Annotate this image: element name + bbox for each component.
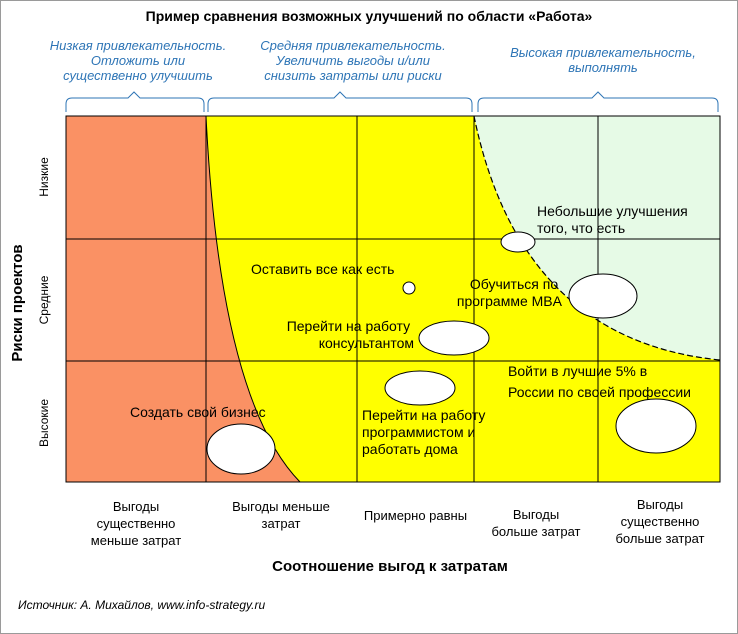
zone-label-line: выполнять bbox=[568, 60, 638, 75]
option-ellipse-small-improvements bbox=[500, 231, 536, 253]
option-label-line: Перейти на работу bbox=[287, 318, 410, 334]
option-ellipse-mba bbox=[568, 273, 638, 319]
zone-medium-boundary bbox=[205, 115, 301, 483]
x-axis-category-line: Выгоды bbox=[512, 507, 560, 522]
zone-label-line: Увеличить выгоды и/или bbox=[276, 53, 430, 68]
option-label-small-improvements: Небольшие улучшения того, что есть bbox=[537, 203, 692, 236]
x-axis-category-line: Выгоды bbox=[636, 497, 684, 512]
x-axis-category-line: меньше затрат bbox=[90, 533, 182, 548]
option-label-line: Обучиться по bbox=[470, 276, 558, 292]
x-axis-category-line: существенно bbox=[96, 516, 176, 531]
y-axis-level-high: Высокие bbox=[37, 399, 51, 447]
option-label-line: Войти в лучшие 5% в bbox=[508, 363, 647, 379]
x-axis-category: Выгоды меньше затрат bbox=[216, 498, 346, 532]
y-axis-level-low: Низкие bbox=[37, 157, 51, 197]
zone-label-line: снизить затраты или риски bbox=[264, 68, 442, 83]
y-axis-title: Риски проектов bbox=[9, 244, 26, 361]
option-label-line: программе MBA bbox=[457, 293, 563, 309]
zone-label-line: Высокая привлекательность, bbox=[510, 45, 696, 60]
option-ellipse-top5 bbox=[615, 398, 697, 454]
option-label-line: того, что есть bbox=[537, 220, 625, 236]
zone-label-low: Низкая привлекательность. Отложить или с… bbox=[18, 38, 258, 83]
x-axis-category: Выгоды существенно меньше затрат bbox=[76, 498, 196, 549]
x-axis-category-line: существенно bbox=[620, 514, 700, 529]
option-ellipse-programmer bbox=[384, 370, 456, 406]
zone-high-area bbox=[474, 116, 720, 360]
option-label-line: программистом и bbox=[362, 424, 475, 440]
zone-label-medium: Средняя привлекательность. Увеличить выг… bbox=[228, 38, 478, 83]
option-label-line: Небольшие улучшения bbox=[537, 203, 688, 219]
y-axis-level-medium: Средние bbox=[37, 275, 51, 324]
x-axis-category: Примерно равны bbox=[357, 507, 474, 524]
zone-brace-low bbox=[65, 91, 205, 112]
option-label-line: России по своей профессии bbox=[508, 384, 691, 400]
option-label-line: Оставить все как есть bbox=[251, 261, 394, 277]
x-axis-category-line: больше затрат bbox=[491, 524, 581, 539]
x-axis-category-line: Примерно равны bbox=[363, 508, 468, 523]
zone-label-line: Средняя привлекательность. bbox=[260, 38, 446, 53]
zone-label-line: существенно улучшить bbox=[63, 68, 213, 83]
x-axis-category: Выгоды больше затрат bbox=[478, 506, 594, 540]
option-ellipse-consultant bbox=[418, 320, 490, 356]
option-label-line: Создать свой бизнес bbox=[130, 404, 266, 420]
zone-high-boundary bbox=[473, 115, 721, 361]
zone-label-line: Низкая привлекательность. bbox=[49, 38, 227, 53]
zone-label-line: Отложить или bbox=[90, 53, 186, 68]
zone-brace-medium bbox=[207, 91, 473, 112]
option-label-line: консультантом bbox=[319, 335, 414, 351]
option-label-line: работать дома bbox=[362, 441, 458, 457]
x-axis-title: Соотношение выгод к затратам bbox=[272, 558, 508, 575]
option-label-programmer: Перейти на работу программистом и работа… bbox=[362, 407, 489, 457]
zone-brace-high bbox=[477, 91, 719, 112]
page-title: Пример сравнения возможных улучшений по … bbox=[145, 8, 593, 24]
option-label-top5: Войти в лучшие 5% в России по своей проф… bbox=[508, 363, 691, 400]
x-axis-category-line: Выгоды bbox=[112, 499, 160, 514]
option-label-own-business: Создать свой бизнес bbox=[130, 404, 266, 420]
option-label-line: Перейти на работу bbox=[362, 407, 485, 423]
option-ellipse-keep-as-is bbox=[402, 281, 416, 295]
x-axis-category-line: больше затрат bbox=[615, 531, 705, 546]
x-axis-category: Выгоды существенно больше затрат bbox=[604, 496, 716, 547]
x-axis-category-line: затрат bbox=[261, 516, 301, 531]
option-label-keep-as-is: Оставить все как есть bbox=[251, 261, 394, 277]
zone-label-high: Высокая привлекательность, выполнять bbox=[478, 45, 728, 75]
option-ellipse-own-business bbox=[206, 423, 276, 475]
option-label-mba: Обучиться по программе MBA bbox=[457, 276, 563, 309]
x-axis-category-line: Выгоды меньше bbox=[232, 499, 330, 514]
option-label-consultant: Перейти на работу консультантом bbox=[287, 318, 414, 351]
source-credit: Источник: А. Михайлов, www.info-strategy… bbox=[18, 598, 266, 612]
